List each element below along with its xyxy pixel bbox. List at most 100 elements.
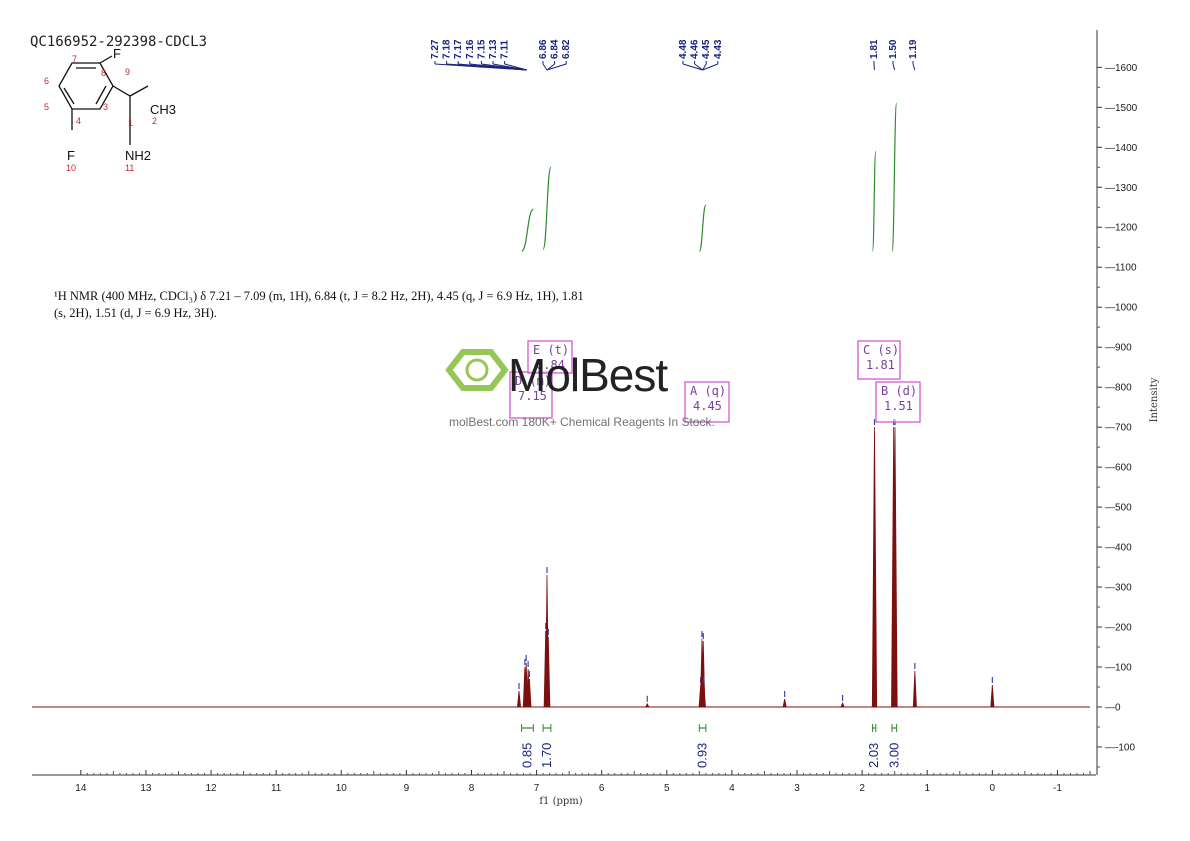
integral-curves: 0.85 1.70 0.93 2.03 3.00 <box>519 102 901 768</box>
x-tick-label: 11 <box>271 783 282 794</box>
peak-shift-label: 7.18 <box>442 39 453 59</box>
nmr-description-line-1: ¹H NMR (400 MHz, CDCl₃) δ 7.21 – 7.09 (m… <box>54 289 584 303</box>
multiplet-label: B (d) <box>881 384 917 398</box>
multiplet-annotations: D (m)7.15 E (t)6.84 A (q)4.45 C (s)1.81 B (d… <box>509 340 921 423</box>
peak-leader <box>546 63 567 71</box>
multiplet-label: C (s) <box>863 343 899 357</box>
spectrum-peak <box>782 698 787 708</box>
x-tick-label: 7 <box>534 783 540 794</box>
y-tick-label: —200 <box>1105 623 1132 634</box>
peak-leader <box>546 63 555 71</box>
atom-num-2: 2 <box>152 116 157 126</box>
multiplet-shift: 7.15 <box>518 389 547 403</box>
peak-shift-label: 6.86 <box>538 39 549 59</box>
atom-num-1: 1 <box>128 118 133 128</box>
y-tick-label: —1400 <box>1105 143 1138 154</box>
x-tick-label: 6 <box>599 783 605 794</box>
y-tick-label: —1000 <box>1105 303 1138 314</box>
y-tick-label: —700 <box>1105 423 1132 434</box>
x-axis-title: f1 (ppm) <box>539 796 582 807</box>
x-tick-label: 2 <box>859 783 865 794</box>
integral-value-label: 1.70 <box>539 743 554 768</box>
spectrum-peak <box>701 684 706 708</box>
peak-shift-label: 7.15 <box>476 39 487 59</box>
peak-leader <box>682 63 703 71</box>
spectrum-peak <box>912 671 917 708</box>
nmr-description-line-2: (s, 2H), 1.51 (d, J = 6.9 Hz, 3H). <box>54 306 217 320</box>
multiplet-label: A (q) <box>690 384 726 398</box>
integral-curve <box>698 204 707 252</box>
peak-shift-label: 1.50 <box>888 39 899 59</box>
y-axis-title: Intensity <box>1149 377 1160 422</box>
x-tick-label: 12 <box>205 783 217 794</box>
integral-curve <box>521 208 534 252</box>
peak-shift-label: 7.13 <box>488 39 499 59</box>
atom-f10: F <box>67 148 75 163</box>
bond-c3-c1 <box>112 85 131 97</box>
integral-value-label: 0.85 <box>519 743 534 768</box>
peak-shift-label: 4.45 <box>701 39 712 59</box>
x-tick-label: 1 <box>924 783 930 794</box>
y-tick-label: —900 <box>1105 343 1132 354</box>
watermark: MolBest molBest.com 180K+ Chemical Reage… <box>445 349 715 429</box>
y-tick-label: —1100 <box>1105 263 1137 274</box>
y-tick-label: —1300 <box>1105 183 1138 194</box>
spectrum-peak <box>990 684 995 708</box>
peak-shift-label: 7.16 <box>465 39 476 59</box>
peak-shift-label: 6.82 <box>561 39 572 59</box>
peak-leader <box>892 63 896 71</box>
peak-labels: 7.27 7.18 7.17 7.16 7.15 7.13 7.11 6.86 6.84 6.82… <box>430 39 919 71</box>
integral-curve <box>542 166 552 250</box>
multiplet-shift: 4.45 <box>693 399 722 413</box>
ring-double-bond-2 <box>95 85 107 105</box>
atom-num-11: 11 <box>125 163 134 173</box>
x-tick-label: 14 <box>75 783 87 794</box>
peak-leader <box>702 63 718 71</box>
peak-shift-label: 4.48 <box>678 39 689 59</box>
peak-leader <box>504 63 527 71</box>
multiplet-shift: 1.51 <box>884 399 913 413</box>
plot-area <box>32 30 1098 776</box>
watermark-tagline: molBest.com 180K+ Chemical Reagents In S… <box>449 415 715 429</box>
spectrum-trace <box>32 419 1090 708</box>
y-tick-label: —1200 <box>1105 223 1138 234</box>
y-tick-label: —0 <box>1105 703 1121 714</box>
atom-num-9: 9 <box>125 67 130 77</box>
watermark-brand: MolBest <box>508 349 668 401</box>
y-tick-label: —-100 <box>1105 742 1135 753</box>
peak-shift-label: 4.43 <box>713 39 724 59</box>
y-tick-label: —800 <box>1105 383 1132 394</box>
y-axis: —1600 —1500 —1400 —1300 —1200 —1100 —1000 —900 —… <box>1097 63 1138 768</box>
integral-curve <box>891 102 898 252</box>
peak-leader <box>492 63 527 71</box>
multiplet-shift: 1.81 <box>866 358 895 372</box>
peak-shift-label: 7.17 <box>453 39 464 59</box>
x-tick-label: 9 <box>404 783 410 794</box>
x-tick-label: 5 <box>664 783 670 794</box>
molbest-logo-icon <box>445 349 509 391</box>
x-tick-label: 0 <box>990 783 996 794</box>
peak-shift-label: 1.81 <box>869 39 880 59</box>
atom-nh2: NH2 <box>125 148 151 163</box>
y-tick-label: —400 <box>1105 543 1132 554</box>
multiplet-label: E (t) <box>533 343 569 357</box>
peak-shift-label: 7.11 <box>500 40 511 59</box>
spectrum-peak <box>840 701 845 708</box>
molecule-labels: F CH3 NH2 F 1 2 3 4 5 6 7 8 9 10 11 <box>44 46 176 173</box>
ring-double-bond-3 <box>63 87 75 105</box>
atom-num-8: 8 <box>101 68 106 78</box>
nmr-description: ¹H NMR (400 MHz, CDCl₃) δ 7.21 – 7.09 (m… <box>54 288 614 322</box>
peak-shift-label: 1.19 <box>908 39 919 59</box>
bond-c1-c2 <box>129 85 149 97</box>
peak-shift-label: 4.46 <box>690 39 701 59</box>
bond-c8-f9 <box>99 55 113 64</box>
y-tick-label: —300 <box>1105 583 1132 594</box>
molecule-structure <box>58 55 149 145</box>
peak-leader <box>702 63 707 71</box>
atom-num-10: 10 <box>66 163 76 173</box>
atom-num-7: 7 <box>72 54 77 64</box>
integral-value-label: 3.00 <box>886 743 901 768</box>
peak-leader <box>694 63 703 71</box>
x-tick-label: 3 <box>794 783 800 794</box>
